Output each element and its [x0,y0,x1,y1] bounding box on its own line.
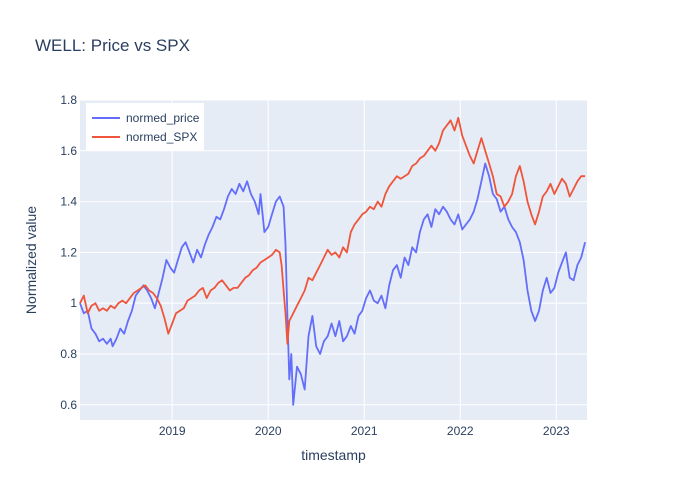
legend-item-normed-SPX[interactable]: normed_SPX [126,130,197,144]
y-axis: 0.6 0.8 1 1.2 1.4 1.6 1.8 [60,93,77,412]
x-tick-label: 2023 [543,424,570,438]
y-tick-label: 1.6 [60,144,77,158]
legend: normed_price normed_SPX [86,103,204,151]
y-tick-label: 1.8 [60,93,77,107]
y-tick-label: 0.6 [60,398,77,412]
y-tick-label: 1 [70,296,77,310]
series-layer [79,116,586,406]
x-tick-label: 2021 [351,424,378,438]
x-tick-label: 2022 [447,424,474,438]
x-axis: 2019 2020 2021 2022 2023 [159,424,570,438]
x-tick-label: 2019 [159,424,186,438]
series-line-normed-SPX [79,116,586,345]
y-tick-label: 0.8 [60,347,77,361]
y-tick-label: 1.2 [60,245,77,259]
legend-item-normed-price[interactable]: normed_price [126,111,200,125]
chart-title: WELL: Price vs SPX [35,36,190,55]
series-line-normed-price [79,162,586,406]
plot-area [80,100,587,420]
y-axis-title: Normalized value [23,206,39,314]
legend-box [86,103,204,151]
x-axis-title: timestamp [301,447,366,463]
y-tick-label: 1.4 [60,195,77,209]
x-tick-label: 2020 [255,424,282,438]
